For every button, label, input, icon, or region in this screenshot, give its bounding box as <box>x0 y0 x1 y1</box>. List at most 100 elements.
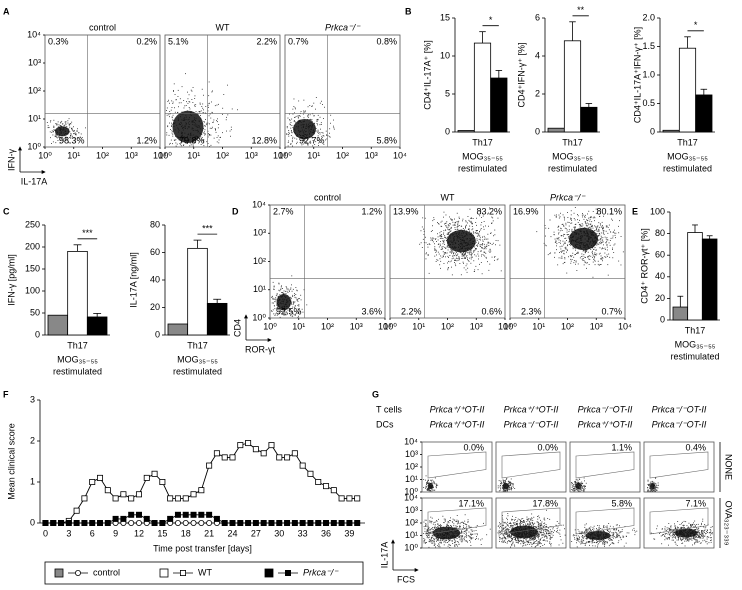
event-dot <box>446 226 448 228</box>
event-dot <box>446 245 448 247</box>
event-dot <box>574 482 576 483</box>
point <box>354 520 361 527</box>
event-dot <box>488 245 490 246</box>
event-dot <box>461 225 463 227</box>
event-dot <box>445 238 447 239</box>
event-dot <box>492 217 494 219</box>
event-dot <box>212 122 214 123</box>
event-dot <box>613 231 614 233</box>
event-dot <box>318 137 320 139</box>
event-dot <box>463 531 465 532</box>
event-dot <box>572 230 573 232</box>
event-dot <box>325 139 326 141</box>
event-dot <box>589 528 591 530</box>
event-dot <box>430 237 432 239</box>
event-dot <box>585 261 586 263</box>
event-dot <box>436 538 438 540</box>
event-dot <box>578 532 580 534</box>
point <box>112 495 119 502</box>
event-dot <box>502 515 503 516</box>
event-dot <box>540 524 542 526</box>
event-dot <box>294 293 295 295</box>
event-dot <box>190 144 192 146</box>
event-dot <box>586 249 588 251</box>
event-dot <box>540 537 542 539</box>
event-dot <box>549 535 551 537</box>
event-dot <box>623 536 625 538</box>
event-dot <box>614 531 616 533</box>
event-dot <box>425 486 427 488</box>
y-tick-label: 10³ <box>253 228 266 238</box>
event-dot <box>576 253 578 254</box>
point <box>252 520 259 527</box>
event-dot <box>582 216 583 218</box>
event-dot <box>598 253 600 255</box>
event-dot <box>447 525 448 526</box>
event-dot <box>511 488 513 489</box>
event-dot <box>534 526 536 528</box>
event-dot <box>478 255 480 257</box>
legend-swatch <box>159 568 169 578</box>
event-dot <box>575 488 577 490</box>
event-dot <box>199 111 201 112</box>
event-dot <box>556 237 558 239</box>
event-dot <box>428 482 430 484</box>
event-dot <box>297 304 299 306</box>
event-dot <box>326 138 328 140</box>
event-dot <box>573 212 575 214</box>
event-dot <box>424 519 426 521</box>
event-dot <box>69 136 70 138</box>
event-dot <box>434 521 436 523</box>
x-tick-label: 10⁴ <box>378 321 392 331</box>
bar <box>701 238 718 321</box>
event-dot <box>593 249 594 250</box>
event-dot <box>589 227 591 229</box>
event-dot <box>618 535 620 537</box>
event-dot <box>315 141 317 143</box>
event-dot <box>298 298 300 299</box>
event-dot <box>448 544 450 546</box>
event-dot <box>511 537 513 539</box>
event-dot <box>457 528 459 529</box>
event-dot <box>58 135 60 137</box>
event-dot <box>75 134 77 136</box>
event-dot <box>577 263 579 265</box>
panel-label: A <box>3 6 10 16</box>
event-dot <box>65 124 67 126</box>
event-dot <box>611 536 613 538</box>
x-tick-label: 36 <box>321 528 331 538</box>
event-dot <box>545 535 547 537</box>
event-dot <box>502 521 504 523</box>
event-dot <box>310 140 311 142</box>
point <box>135 511 142 518</box>
event-dot <box>654 482 656 484</box>
event-dot <box>434 527 436 529</box>
event-dot <box>503 481 505 483</box>
event-dot <box>54 136 56 137</box>
event-dot <box>571 486 573 488</box>
event-dot <box>585 222 586 224</box>
event-dot <box>504 480 506 481</box>
event-dot <box>475 255 477 257</box>
y-axis-label: Mean clinical score <box>6 423 16 500</box>
event-dot <box>447 255 449 257</box>
event-dot <box>53 129 55 131</box>
event-dot <box>567 221 569 223</box>
event-dot <box>458 216 460 218</box>
event-dot <box>433 238 435 240</box>
event-dot <box>294 121 296 123</box>
event-dot <box>546 529 548 531</box>
event-dot <box>201 88 203 90</box>
event-dot <box>283 290 285 292</box>
event-dot <box>71 129 73 131</box>
event-dot <box>522 545 524 547</box>
event-dot <box>474 249 476 251</box>
event-dot <box>501 538 503 540</box>
event-dot <box>650 488 651 490</box>
event-dot <box>567 249 568 251</box>
event-dot <box>73 130 74 132</box>
event-dot <box>290 297 292 299</box>
event-dot <box>517 522 518 524</box>
event-dot <box>526 519 528 520</box>
event-dot <box>505 534 507 535</box>
